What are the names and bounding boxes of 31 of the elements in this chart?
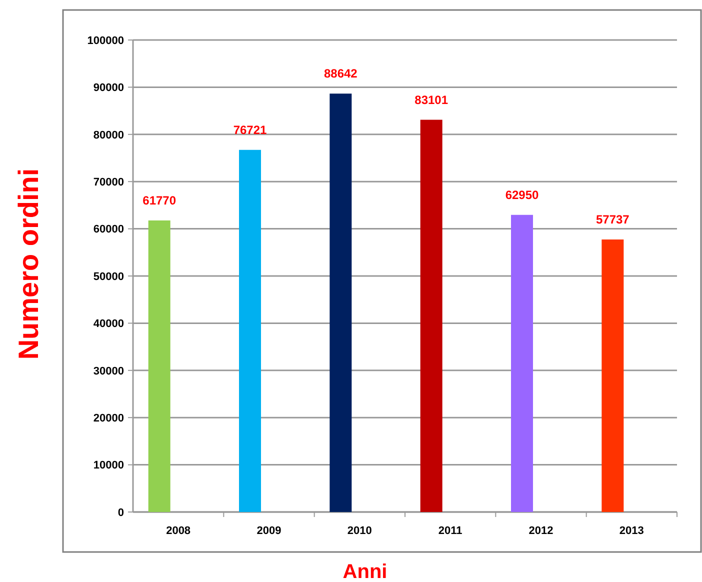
y-tick-label: 60000	[93, 224, 124, 236]
bar	[239, 150, 261, 512]
bar	[602, 239, 624, 512]
x-tick-label: 2012	[528, 525, 554, 537]
x-tick-label: 2008	[166, 525, 191, 537]
data-label: 57737	[596, 212, 630, 226]
y-tick-label: 50000	[93, 270, 124, 283]
y-tick-label: 10000	[93, 460, 124, 472]
data-label: 76721	[233, 122, 268, 137]
data-label: 88642	[324, 66, 358, 81]
x-tick-label: 2011	[438, 525, 462, 537]
y-axis-title: Numero ordini	[13, 168, 44, 360]
bar	[330, 94, 352, 512]
y-tick-label: 70000	[93, 176, 124, 188]
y-tick-label: 40000	[93, 318, 124, 330]
bar	[148, 220, 170, 512]
data-label: 83101	[414, 92, 448, 107]
x-tick-label: 2009	[256, 525, 282, 537]
data-label: 61770	[142, 193, 176, 208]
y-tick-label: 100000	[87, 34, 124, 47]
y-tick-label: 90000	[93, 82, 124, 94]
data-label: 62950	[505, 188, 540, 202]
bar	[420, 120, 442, 512]
y-tick-label: 80000	[93, 129, 124, 142]
y-tick-label: 0	[118, 506, 124, 519]
y-tick-label: 20000	[93, 412, 124, 424]
y-tick-label: 30000	[93, 365, 124, 378]
x-axis-title: Anni	[342, 561, 388, 582]
x-tick-label: 2013	[619, 525, 644, 537]
x-tick-label: 2010	[347, 525, 372, 537]
bar	[511, 214, 533, 512]
